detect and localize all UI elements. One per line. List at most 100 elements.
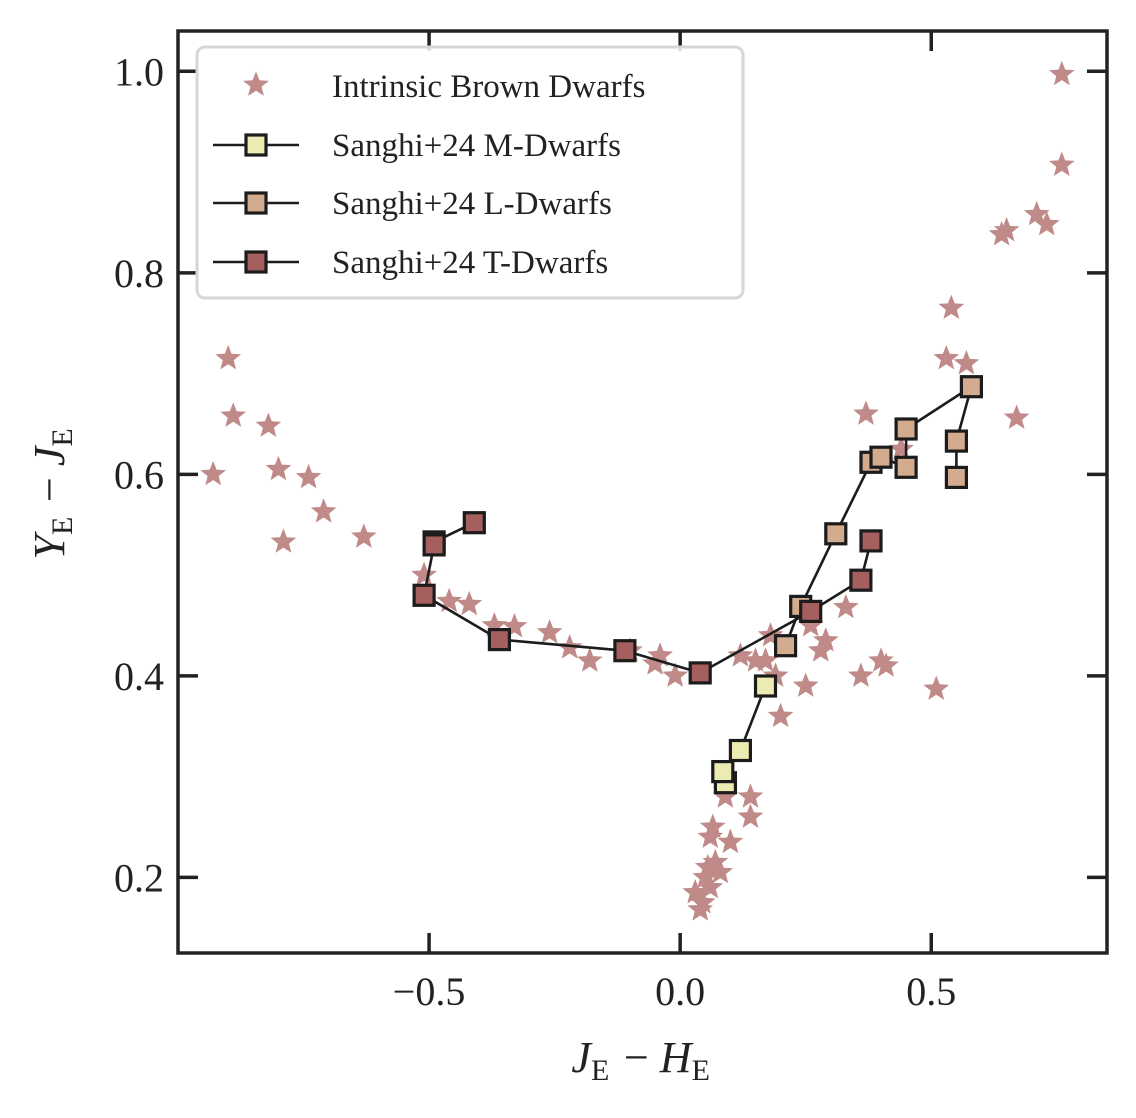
intrinsic-brown-dwarf-star	[712, 783, 739, 808]
y-tick-label: 0.8	[114, 251, 164, 296]
intrinsic-brown-dwarf-star	[873, 652, 899, 677]
l-dwarf-square	[944, 429, 969, 453]
intrinsic-brown-dwarf-star	[923, 675, 950, 700]
intrinsic-brown-dwarf-star	[481, 612, 508, 637]
intrinsic-brown-dwarf-star	[1048, 151, 1075, 176]
intrinsic-brown-dwarf-star	[576, 647, 603, 672]
intrinsic-brown-dwarf-star	[436, 587, 463, 613]
l-dwarf-square	[894, 455, 918, 479]
legend-label: Sanghi+24 M-Dwarfs	[332, 128, 621, 164]
intrinsic-brown-dwarf-star	[767, 702, 794, 728]
legend: Intrinsic Brown Dwarfs Sanghi+24 M-Dwarfs…	[195, 45, 745, 300]
intrinsic-brown-dwarf-star	[662, 662, 688, 687]
intrinsic-brown-dwarf-star	[742, 647, 769, 672]
intrinsic-brown-dwarf-star	[797, 612, 824, 637]
intrinsic-brown-dwarf-star	[993, 217, 1020, 242]
intrinsic-brown-dwarf-star	[647, 642, 673, 667]
legend-square-marker	[244, 250, 268, 274]
legend-label: Sanghi+24 T-Dwarfs	[332, 245, 608, 281]
t-dwarf-square	[849, 568, 873, 592]
y-tick-label: 0.6	[114, 452, 164, 497]
m-dwarf-square	[711, 759, 735, 784]
intrinsic-brown-dwarf-star	[501, 613, 528, 638]
intrinsic-brown-dwarf-star	[1003, 404, 1030, 429]
plot-frame	[176, 29, 1109, 955]
intrinsic-brown-dwarf-star	[255, 412, 282, 437]
m-dwarf-square	[728, 738, 753, 763]
intrinsic-brown-dwarf-star	[953, 350, 980, 375]
legend-box	[195, 45, 745, 300]
intrinsic-brown-dwarf-star	[868, 647, 894, 672]
x-tick-label: 0.0	[655, 969, 705, 1014]
x-tick-label: 0.5	[906, 969, 956, 1014]
t-dwarf-square	[799, 599, 823, 624]
intrinsic-brown-dwarf-star	[707, 858, 734, 884]
intrinsic-brown-dwarf-star	[310, 498, 337, 523]
l-dwarf-square	[944, 465, 969, 489]
intrinsic-brown-dwarf-star	[1048, 60, 1075, 86]
y-tick-label: 1.0	[114, 49, 164, 94]
legend-label: Intrinsic Brown Dwarfs	[332, 69, 645, 105]
intrinsic-brown-dwarf-star	[295, 463, 322, 489]
intrinsic-brown-dwarf-star	[699, 813, 726, 838]
legend-square-marker	[244, 191, 268, 215]
l-dwarf-square	[824, 522, 848, 546]
intrinsic-brown-dwarf-star	[220, 402, 247, 427]
intrinsic-brown-dwarf-star	[682, 879, 709, 904]
l-dwarf-line	[784, 383, 974, 647]
l-dwarf-square	[869, 445, 893, 469]
t-dwarf-square	[688, 661, 712, 685]
l-dwarf-square	[959, 375, 984, 399]
intrinsic-brown-dwarf-star	[697, 823, 724, 849]
intrinsic-brown-dwarf-star	[792, 672, 819, 697]
intrinsic-brown-dwarf-star	[265, 455, 292, 481]
intrinsic-brown-dwarf-star	[702, 848, 729, 874]
series-squares-layer	[412, 375, 984, 795]
intrinsic-brown-dwarf-star	[938, 294, 965, 320]
intrinsic-brown-dwarf-star	[717, 828, 744, 854]
intrinsic-brown-dwarf-star	[697, 874, 724, 899]
legend-star-marker	[243, 71, 269, 96]
y-tick-label: 0.4	[114, 654, 164, 699]
t-dwarf-square	[462, 511, 486, 535]
t-dwarf-square	[613, 639, 637, 663]
intrinsic-brown-dwarf-star	[888, 435, 914, 461]
t-dwarf-square	[422, 533, 446, 557]
t-dwarf-square	[859, 529, 883, 553]
m-dwarf-square	[753, 674, 778, 698]
intrinsic-brown-dwarf-star	[536, 619, 563, 644]
intrinsic-brown-dwarf-star	[752, 647, 779, 672]
intrinsic-brown-dwarf-star	[270, 528, 297, 553]
y-axis-label: YE − JE	[25, 425, 79, 560]
intrinsic-brown-dwarf-star	[933, 344, 960, 370]
intrinsic-brown-dwarf-star	[1023, 200, 1050, 226]
intrinsic-brown-dwarf-star	[411, 561, 437, 587]
intrinsic-brown-dwarf-star	[848, 662, 874, 687]
intrinsic-brown-dwarf-star	[694, 853, 721, 879]
intrinsic-brown-dwarf-star	[200, 460, 226, 486]
legend-square-marker	[244, 133, 268, 157]
x-tick-label: −0.5	[393, 969, 466, 1014]
legend-label: Sanghi+24 L-Dwarfs	[332, 186, 612, 222]
intrinsic-brown-dwarf-star	[737, 783, 764, 808]
intrinsic-brown-dwarf-star	[456, 590, 483, 616]
intrinsic-brown-dwarf-star	[689, 889, 716, 914]
intrinsic-brown-dwarf-star	[692, 863, 719, 889]
intrinsic-brown-dwarf-star	[215, 344, 242, 370]
intrinsic-brown-dwarf-star	[833, 593, 859, 619]
intrinsic-brown-dwarf-star	[812, 627, 839, 652]
intrinsic-brown-dwarf-star	[350, 523, 377, 548]
l-dwarf-square	[773, 634, 798, 658]
t-dwarf-square	[412, 583, 436, 607]
x-axis-label: JE − HE	[571, 1033, 713, 1087]
t-dwarf-square	[487, 627, 511, 652]
intrinsic-brown-dwarf-star	[727, 642, 754, 667]
intrinsic-brown-dwarf-star	[1033, 210, 1060, 236]
l-dwarf-square	[894, 417, 918, 441]
axes-layer: −0.5 0.0 0.5 0.2 0.4 0.6 0.8 1.0 JE − HE YE − JE	[25, 29, 1109, 1087]
intrinsic-brown-dwarf-star	[853, 400, 879, 425]
intrinsic-brown-dwarf-star	[737, 803, 764, 828]
y-tick-label: 0.2	[114, 855, 164, 900]
